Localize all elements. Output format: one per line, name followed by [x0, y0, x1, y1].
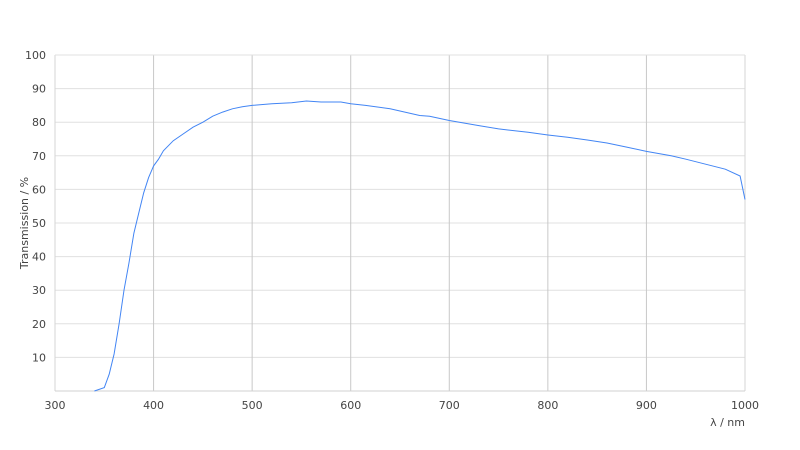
- x-tick-label: 400: [143, 399, 164, 412]
- x-tick-label: 800: [537, 399, 558, 412]
- y-tick-label: 30: [32, 284, 46, 297]
- y-tick-label: 10: [32, 351, 46, 364]
- y-tick-label: 50: [32, 217, 46, 230]
- y-tick-label: 60: [32, 183, 46, 196]
- x-tick-label: 700: [439, 399, 460, 412]
- y-tick-label: 80: [32, 116, 46, 129]
- x-axis-label: λ / nm: [710, 416, 745, 429]
- x-tick-label: 1000: [731, 399, 759, 412]
- x-tick-label: 300: [45, 399, 66, 412]
- y-tick-label: 20: [32, 318, 46, 331]
- grid: [54, 54, 746, 392]
- y-axis-label: Transmission / %: [18, 177, 31, 270]
- x-tick-label: 500: [242, 399, 263, 412]
- y-tick-label: 70: [32, 150, 46, 163]
- y-tick-label: 40: [32, 251, 46, 264]
- y-tick-label: 100: [25, 49, 46, 62]
- y-tick-label: 90: [32, 83, 46, 96]
- x-tick-label: 900: [636, 399, 657, 412]
- tick-labels: 10 20 30 40 50 60 70 80 90 100 300 400 500 600 700 800 9…: [25, 49, 759, 412]
- series-line: [94, 100, 746, 392]
- x-tick-label: 600: [340, 399, 361, 412]
